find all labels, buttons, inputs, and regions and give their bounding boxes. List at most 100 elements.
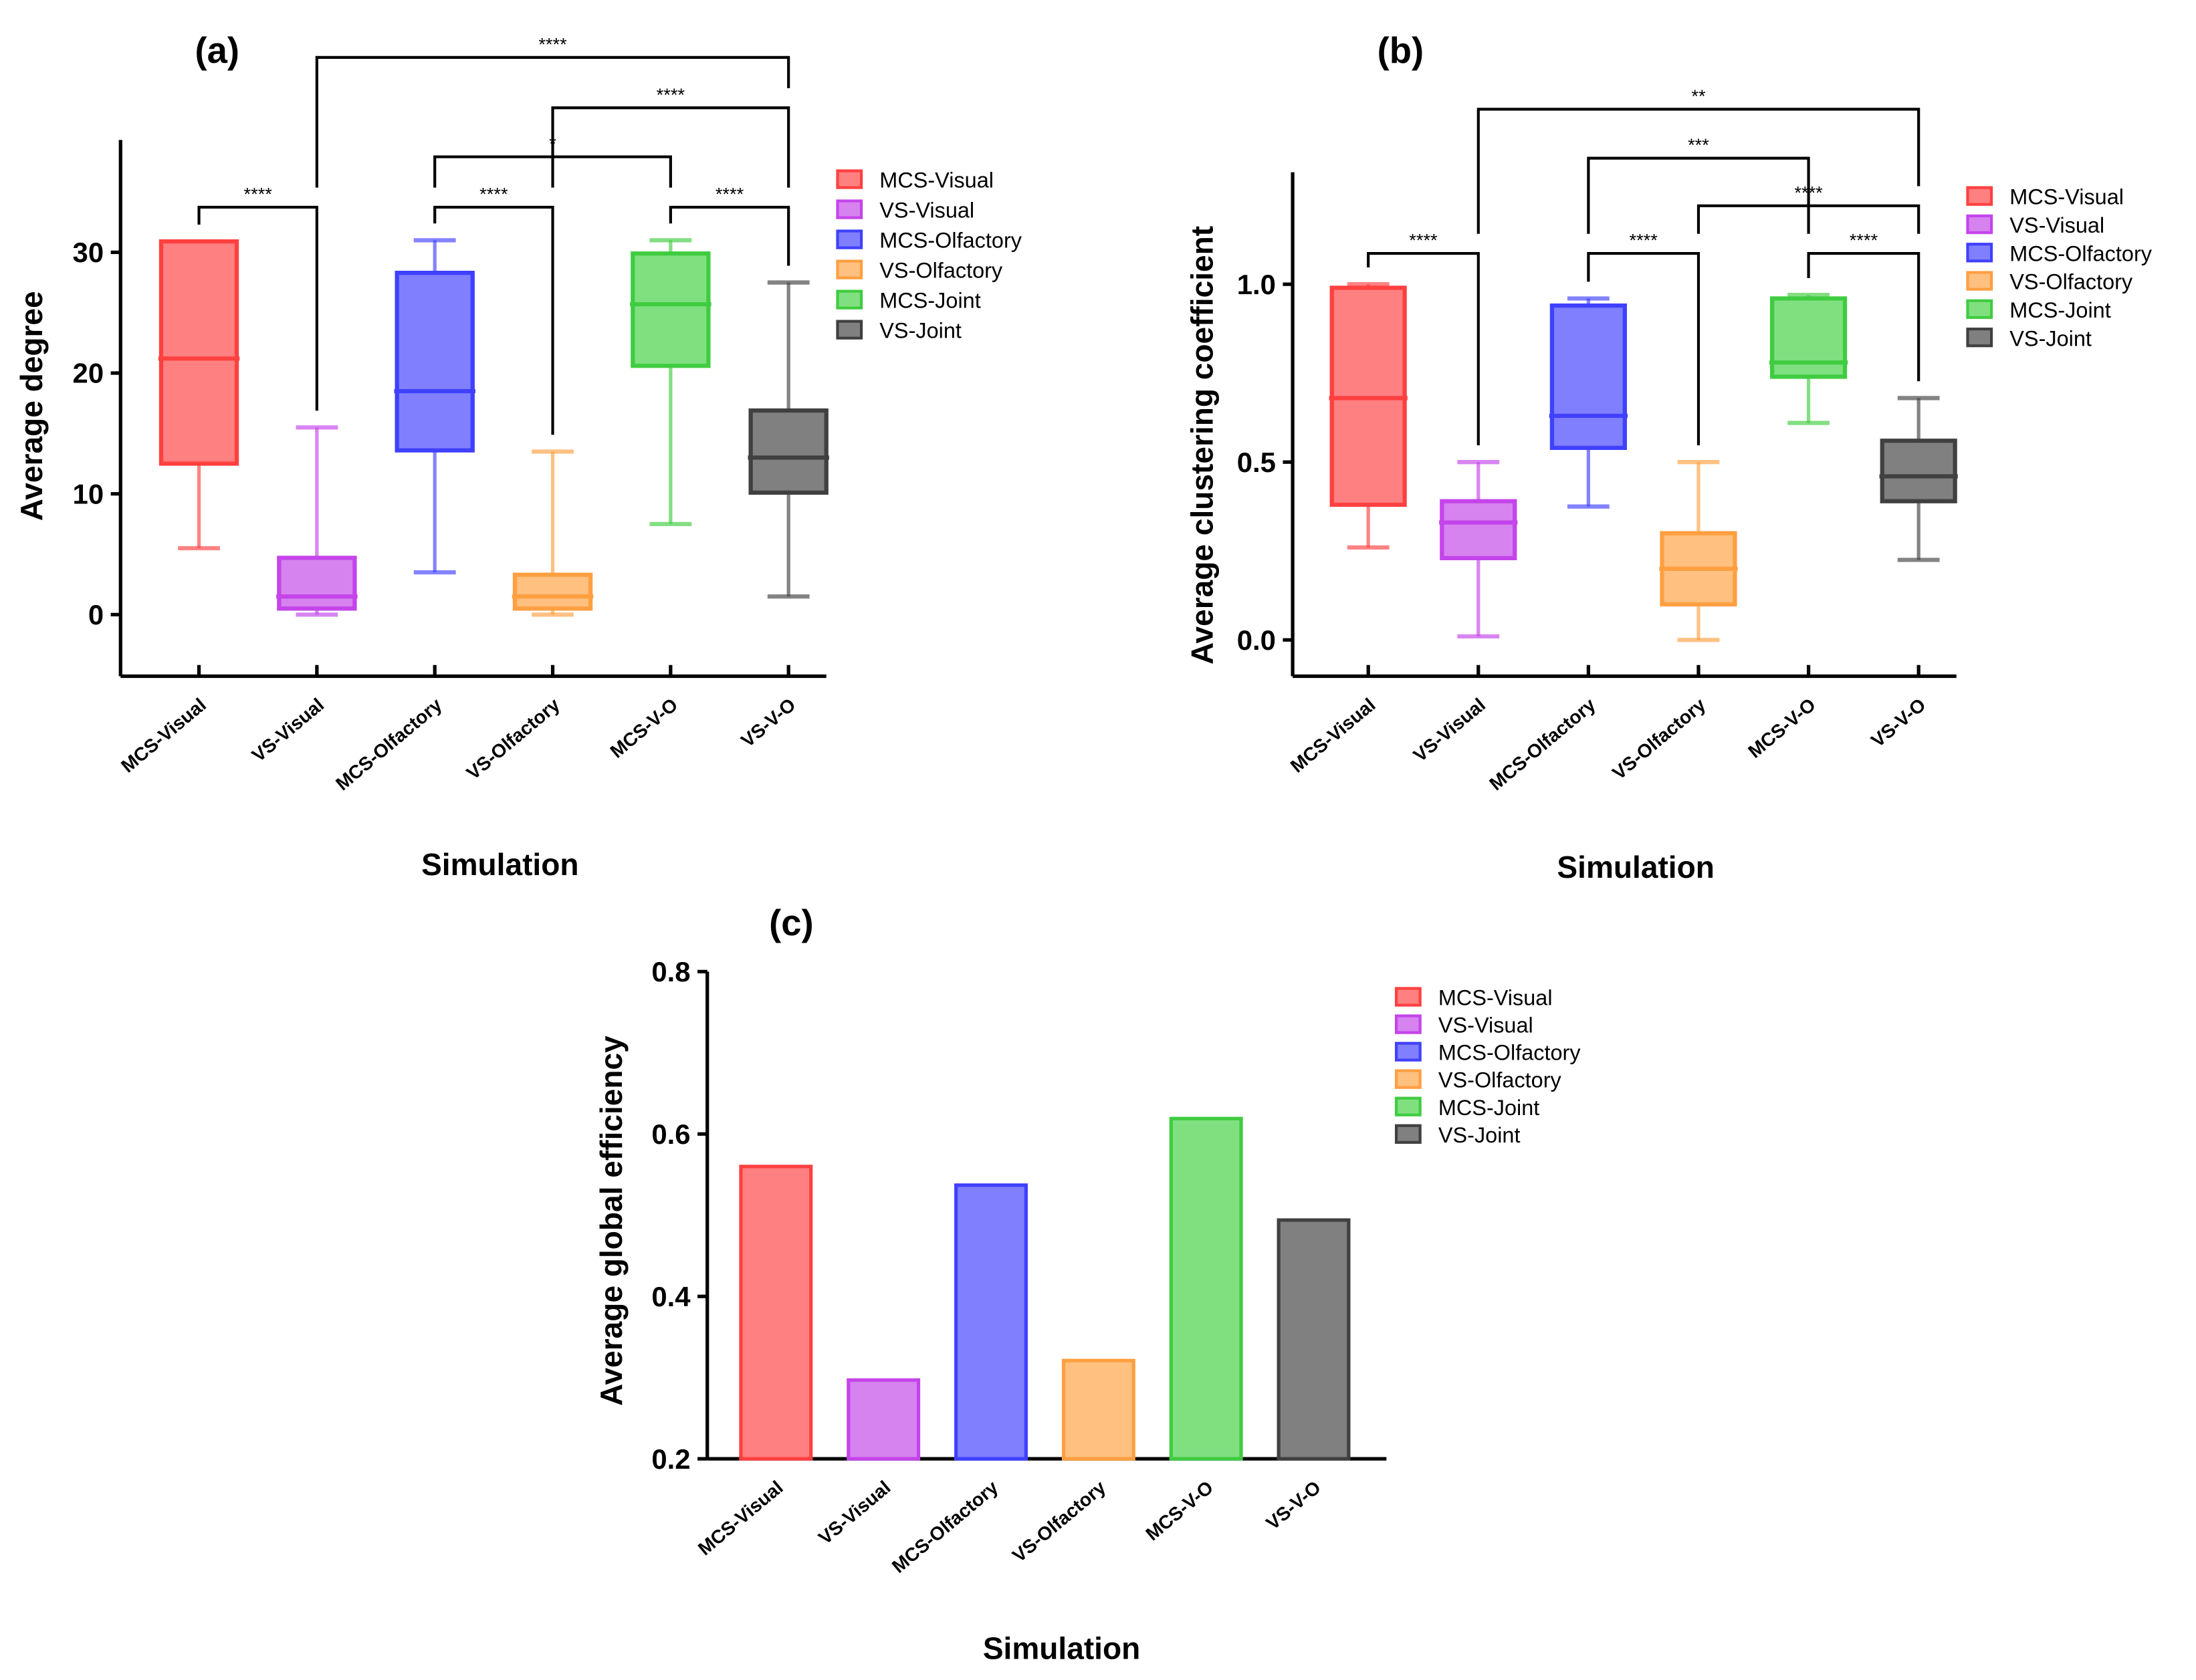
- legend-label: MCS-Joint: [1438, 1096, 1539, 1120]
- legend-label: VS-Visual: [879, 199, 974, 223]
- box-vs-joint: [748, 280, 829, 599]
- x-tick-label: MCS-V-O: [1141, 1476, 1217, 1544]
- box-iqr: [631, 251, 711, 368]
- box-iqr: [158, 239, 239, 466]
- legend-swatch: [1394, 1096, 1422, 1116]
- y-tick-label: 20: [73, 358, 104, 389]
- significance-bracket: [433, 205, 554, 435]
- legend-label: MCS-Visual: [2009, 185, 2124, 209]
- significance-label: ****: [1629, 230, 1658, 251]
- x-tick-label: MCS-Olfactory: [887, 1476, 1002, 1577]
- significance-label: ****: [479, 183, 508, 204]
- significance-bracket: [551, 106, 790, 188]
- box-vs-olfactory: [512, 449, 594, 617]
- box-mcs-joint: [1769, 292, 1848, 425]
- legend-label: MCS-Olfactory: [2009, 241, 2152, 265]
- box-iqr: [748, 408, 829, 495]
- legend-swatch: [836, 229, 863, 249]
- legend-swatch: [836, 169, 863, 189]
- bar-mcs-visual: [739, 1165, 813, 1461]
- legend-swatch: [836, 320, 863, 340]
- legend-label: MCS-Olfactory: [1438, 1041, 1581, 1065]
- box-vs-olfactory: [1659, 460, 1738, 642]
- significance-bracket: [197, 205, 318, 411]
- box-iqr: [1769, 296, 1848, 379]
- bar-mcs-olfactory: [954, 1183, 1028, 1461]
- significance-label: ****: [538, 33, 567, 54]
- x-tick-label: VS-Olfactory: [1008, 1476, 1110, 1566]
- significance-label: ****: [1409, 230, 1438, 251]
- legend-swatch: [836, 259, 863, 279]
- x-tick-label: VS-Visual: [1409, 694, 1489, 766]
- panel-label: (b): [1378, 30, 1424, 71]
- legend-swatch: [1394, 987, 1422, 1007]
- legend-swatch: [1966, 243, 1993, 263]
- x-tick-label: VS-Visual: [247, 694, 328, 766]
- significance-bracket: [1367, 251, 1480, 446]
- x-tick-label: MCS-V-O: [606, 694, 681, 762]
- box-iqr: [1440, 499, 1517, 560]
- significance-bracket: [1807, 251, 1920, 382]
- legend-label: VS-Joint: [1438, 1123, 1521, 1147]
- significance-label: ****: [244, 183, 273, 204]
- y-tick-label: 1.0: [1237, 269, 1276, 300]
- box-iqr: [1880, 439, 1957, 503]
- x-tick-label: VS-V-O: [1867, 694, 1930, 751]
- bar-vs-olfactory: [1061, 1358, 1135, 1461]
- legend-label: MCS-Joint: [2009, 298, 2110, 322]
- x-tick-label: MCS-Olfactory: [332, 693, 446, 794]
- legend-swatch: [836, 289, 863, 310]
- legend-label: VS-Visual: [2009, 213, 2104, 237]
- legend-label: VS-Olfactory: [1438, 1068, 1562, 1092]
- bar-mcs-v-o: [1169, 1116, 1243, 1461]
- significance-label: ***: [1688, 134, 1709, 155]
- legend-swatch: [1966, 328, 1993, 348]
- significance-label: ****: [1850, 230, 1878, 251]
- y-tick-label: 10: [73, 478, 104, 509]
- y-tick-label: 0.2: [651, 1443, 690, 1475]
- legend-label: VS-Olfactory: [2009, 270, 2133, 294]
- y-tick-label: 0.5: [1237, 447, 1276, 478]
- y-tick-label: 0: [88, 599, 104, 630]
- x-tick-label: MCS-Visual: [117, 694, 210, 777]
- x-tick-label: VS-Olfactory: [1608, 693, 1710, 784]
- legend-label: VS-Visual: [1438, 1013, 1533, 1038]
- box-mcs-olfactory: [1549, 296, 1628, 509]
- significance-label: ****: [716, 183, 744, 204]
- y-tick-label: 0.6: [651, 1118, 690, 1150]
- y-axis-title: Average clustering coefficient: [1185, 226, 1220, 665]
- x-tick-label: MCS-Olfactory: [1485, 693, 1600, 794]
- box-iqr: [1549, 303, 1627, 451]
- significance-bracket: [1587, 156, 1810, 234]
- x-tick-label: VS-V-O: [737, 694, 800, 751]
- panel-label: (a): [195, 30, 239, 71]
- legend-swatch: [1966, 186, 1993, 206]
- legend-swatch: [1394, 1014, 1422, 1034]
- bar-vs-visual: [847, 1378, 921, 1461]
- legend-swatch: [1394, 1124, 1422, 1144]
- significance-label: ****: [657, 84, 685, 105]
- box-vs-visual: [276, 425, 358, 617]
- x-tick-label: VS-Olfactory: [462, 693, 564, 784]
- legend-label: MCS-Olfactory: [879, 229, 1022, 253]
- box-iqr: [277, 556, 357, 611]
- box-vs-joint: [1879, 396, 1958, 562]
- box-mcs-joint: [630, 238, 711, 527]
- panel-label: (c): [769, 903, 814, 943]
- legend-swatch: [1966, 214, 1993, 235]
- legend-swatch: [1394, 1069, 1422, 1089]
- significance-bracket: [1476, 108, 1920, 234]
- bar-vs-v-o: [1277, 1218, 1351, 1461]
- y-axis-title: Average global efficiency: [594, 1036, 629, 1406]
- significance-bracket: [1587, 251, 1700, 446]
- significance-bracket: [669, 205, 790, 266]
- y-tick-label: 0.8: [651, 956, 690, 987]
- legend-swatch: [1394, 1042, 1422, 1062]
- x-tick-label: MCS-Visual: [1286, 694, 1379, 777]
- x-axis-title: Simulation: [421, 847, 578, 882]
- box-mcs-visual: [1329, 282, 1408, 550]
- box-mcs-olfactory: [394, 238, 475, 575]
